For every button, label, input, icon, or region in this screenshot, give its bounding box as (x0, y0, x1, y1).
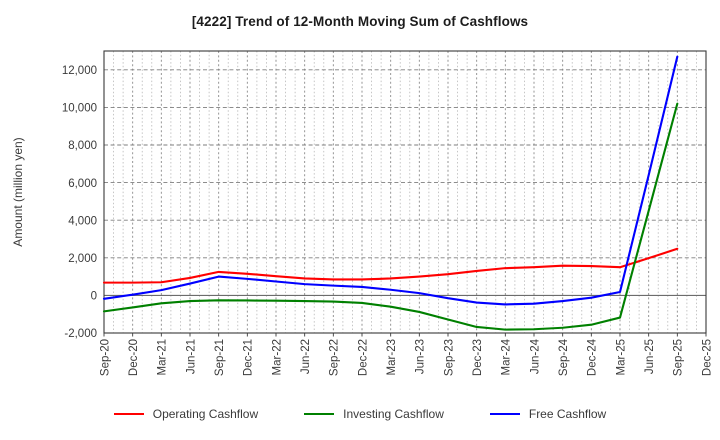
legend-swatch-icon (489, 413, 520, 415)
minor-vertical-gridlines (113, 51, 697, 333)
x-tick-label: Jun-24 (529, 338, 541, 374)
x-tick-label: Dec-21 (243, 339, 255, 376)
x-tick-label: Jun-22 (300, 339, 312, 374)
series-line-investing-cashflow (102, 102, 679, 331)
x-tick-label: Jun-25 (644, 339, 656, 374)
y-tick-label: 12,000 (62, 65, 97, 77)
x-tick-label: Dec-20 (128, 339, 140, 376)
x-tick-label: Mar-25 (615, 339, 627, 375)
x-tick-label: Mar-24 (501, 338, 513, 375)
series-line-free-cashflow (102, 55, 679, 306)
y-tick-label: 0 (91, 291, 97, 303)
plot-area: -2,000 0 2,000 4,000 6,000 8,000 10,000 12,000 S… (62, 50, 713, 376)
legend-swatch-icon (113, 413, 144, 415)
legend-swatch-icon (304, 413, 335, 415)
legend-label: Investing Cashflow (343, 407, 444, 421)
x-tick-label: Dec-22 (357, 339, 369, 376)
x-tick-label: Dec-23 (472, 339, 484, 376)
chart-title: [4222] Trend of 12-Month Moving Sum of C… (191, 14, 529, 29)
y-tick-labels: -2,000 0 2,000 4,000 6,000 8,000 10,000 12,000 (62, 65, 97, 340)
y-tick-label: 8,000 (68, 140, 97, 152)
legend-item-free-cashflow[interactable]: Free Cashflow (489, 407, 607, 421)
x-tick-label: Jun-23 (415, 339, 427, 374)
legend-item-operating-cashflow[interactable]: Operating Cashflow (113, 407, 259, 421)
x-tick-label: Sep-24 (558, 338, 570, 376)
y-tick-label: 2,000 (68, 253, 97, 265)
x-tick-label: Mar-23 (386, 339, 398, 375)
x-tick-label: Mar-21 (157, 339, 169, 375)
x-tick-label: Mar-22 (271, 339, 283, 375)
legend-item-investing-cashflow[interactable]: Investing Cashflow (304, 407, 444, 421)
y-tick-label: 10,000 (62, 103, 97, 115)
plot-border (103, 50, 707, 334)
x-tick-label: Sep-22 (329, 339, 341, 376)
x-tick-labels: Sep-20 Dec-20 Mar-21 Jun-21 Sep-21 Dec-21 Mar-… (99, 333, 713, 376)
series-line-operating-cashflow (102, 247, 679, 284)
x-tick-label: Dec-25 (701, 339, 713, 376)
x-tick-label: Sep-25 (673, 339, 685, 376)
y-tick-label: -2,000 (64, 328, 97, 340)
x-tick-label: Jun-21 (185, 339, 197, 374)
chart-legend: Operating Cashflow Investing Cashflow Free… (0, 407, 720, 421)
x-tick-label: Sep-21 (214, 339, 226, 376)
x-tick-label: Sep-23 (443, 339, 455, 376)
legend-label: Operating Cashflow (152, 407, 259, 421)
plot-background (104, 51, 706, 333)
x-tick-label: Dec-24 (587, 338, 599, 376)
y-tick-label: 4,000 (68, 215, 97, 227)
y-tick-label: 6,000 (68, 178, 97, 190)
legend-label: Free Cashflow (528, 407, 607, 421)
x-tick-label: Sep-20 (99, 339, 111, 376)
